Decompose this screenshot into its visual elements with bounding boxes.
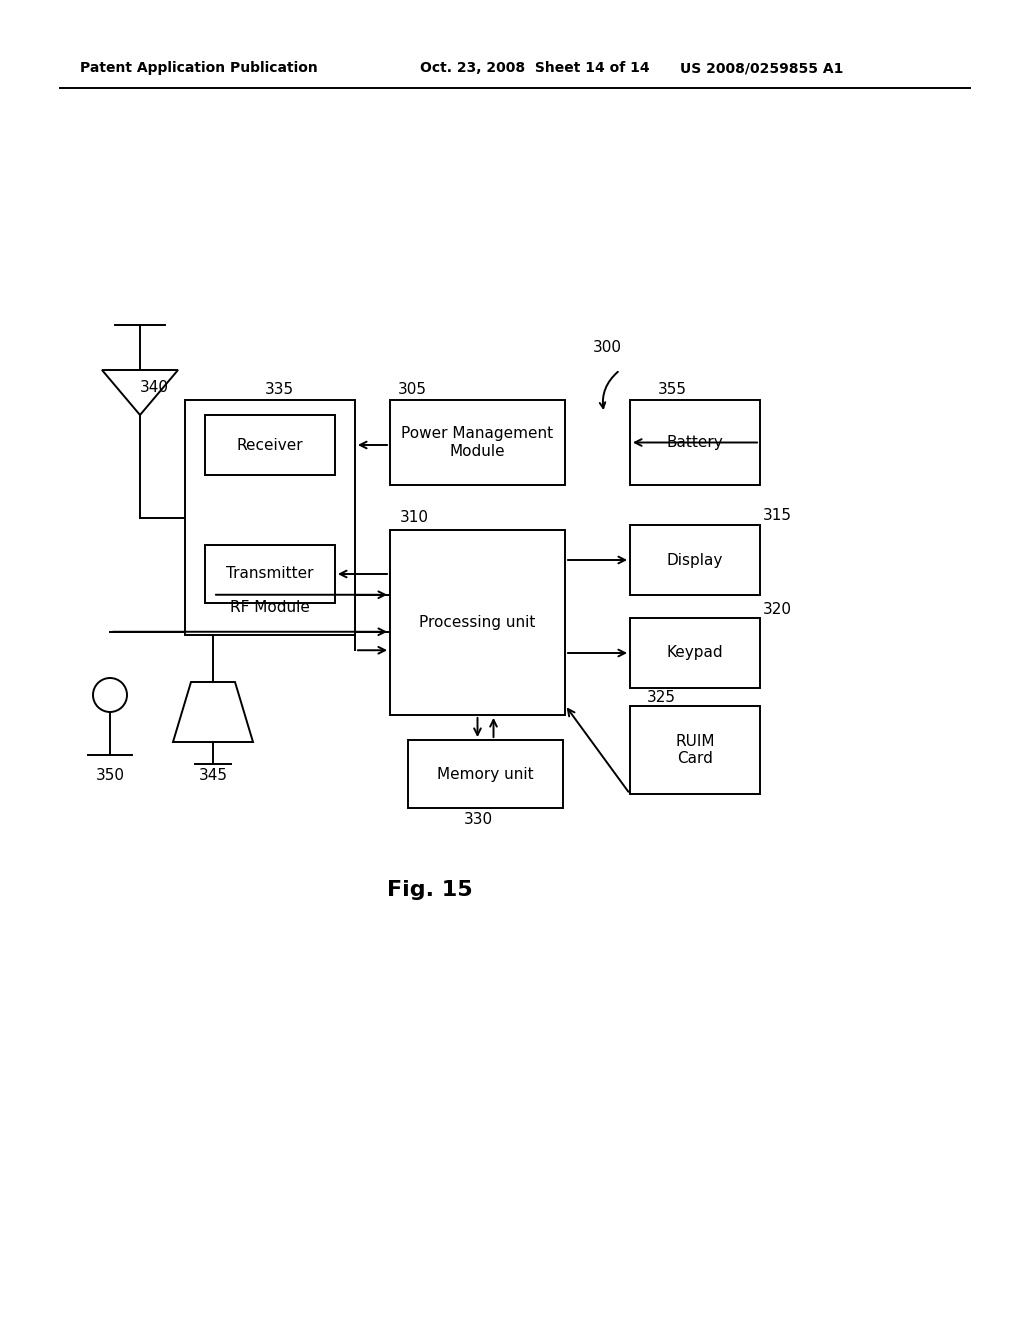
Text: 355: 355 — [658, 383, 687, 397]
Text: Power Management
Module: Power Management Module — [401, 426, 554, 459]
Text: 350: 350 — [95, 767, 125, 783]
Text: Transmitter: Transmitter — [226, 566, 313, 582]
Bar — [205, 545, 335, 603]
Bar — [390, 531, 565, 715]
Bar — [205, 414, 335, 475]
Text: 315: 315 — [763, 508, 792, 524]
Text: Receiver: Receiver — [237, 437, 303, 453]
Text: Fig. 15: Fig. 15 — [387, 880, 473, 900]
Text: Display: Display — [667, 553, 723, 568]
Text: 310: 310 — [400, 511, 429, 525]
Text: Patent Application Publication: Patent Application Publication — [80, 61, 317, 75]
Polygon shape — [173, 682, 253, 742]
Text: Memory unit: Memory unit — [437, 767, 534, 781]
Text: 335: 335 — [265, 383, 294, 397]
Bar — [408, 741, 563, 808]
Text: Keypad: Keypad — [667, 645, 723, 660]
Text: US 2008/0259855 A1: US 2008/0259855 A1 — [680, 61, 844, 75]
Text: 320: 320 — [763, 602, 792, 618]
Text: RUIM
Card: RUIM Card — [675, 734, 715, 766]
Text: Processing unit: Processing unit — [419, 615, 536, 630]
Bar — [390, 400, 565, 484]
Text: 305: 305 — [398, 383, 427, 397]
Text: 300: 300 — [593, 341, 622, 355]
Text: RF Module: RF Module — [230, 599, 310, 615]
Bar — [185, 400, 355, 635]
Bar — [630, 618, 760, 688]
Bar — [630, 400, 760, 484]
Text: 325: 325 — [647, 690, 676, 705]
Text: 345: 345 — [199, 767, 227, 783]
Text: Battery: Battery — [667, 436, 723, 450]
Bar — [630, 706, 760, 795]
Polygon shape — [102, 370, 178, 414]
Text: 330: 330 — [464, 813, 493, 828]
Bar — [630, 525, 760, 595]
Text: Oct. 23, 2008  Sheet 14 of 14: Oct. 23, 2008 Sheet 14 of 14 — [420, 61, 649, 75]
Circle shape — [93, 678, 127, 711]
Text: 340: 340 — [140, 380, 169, 396]
